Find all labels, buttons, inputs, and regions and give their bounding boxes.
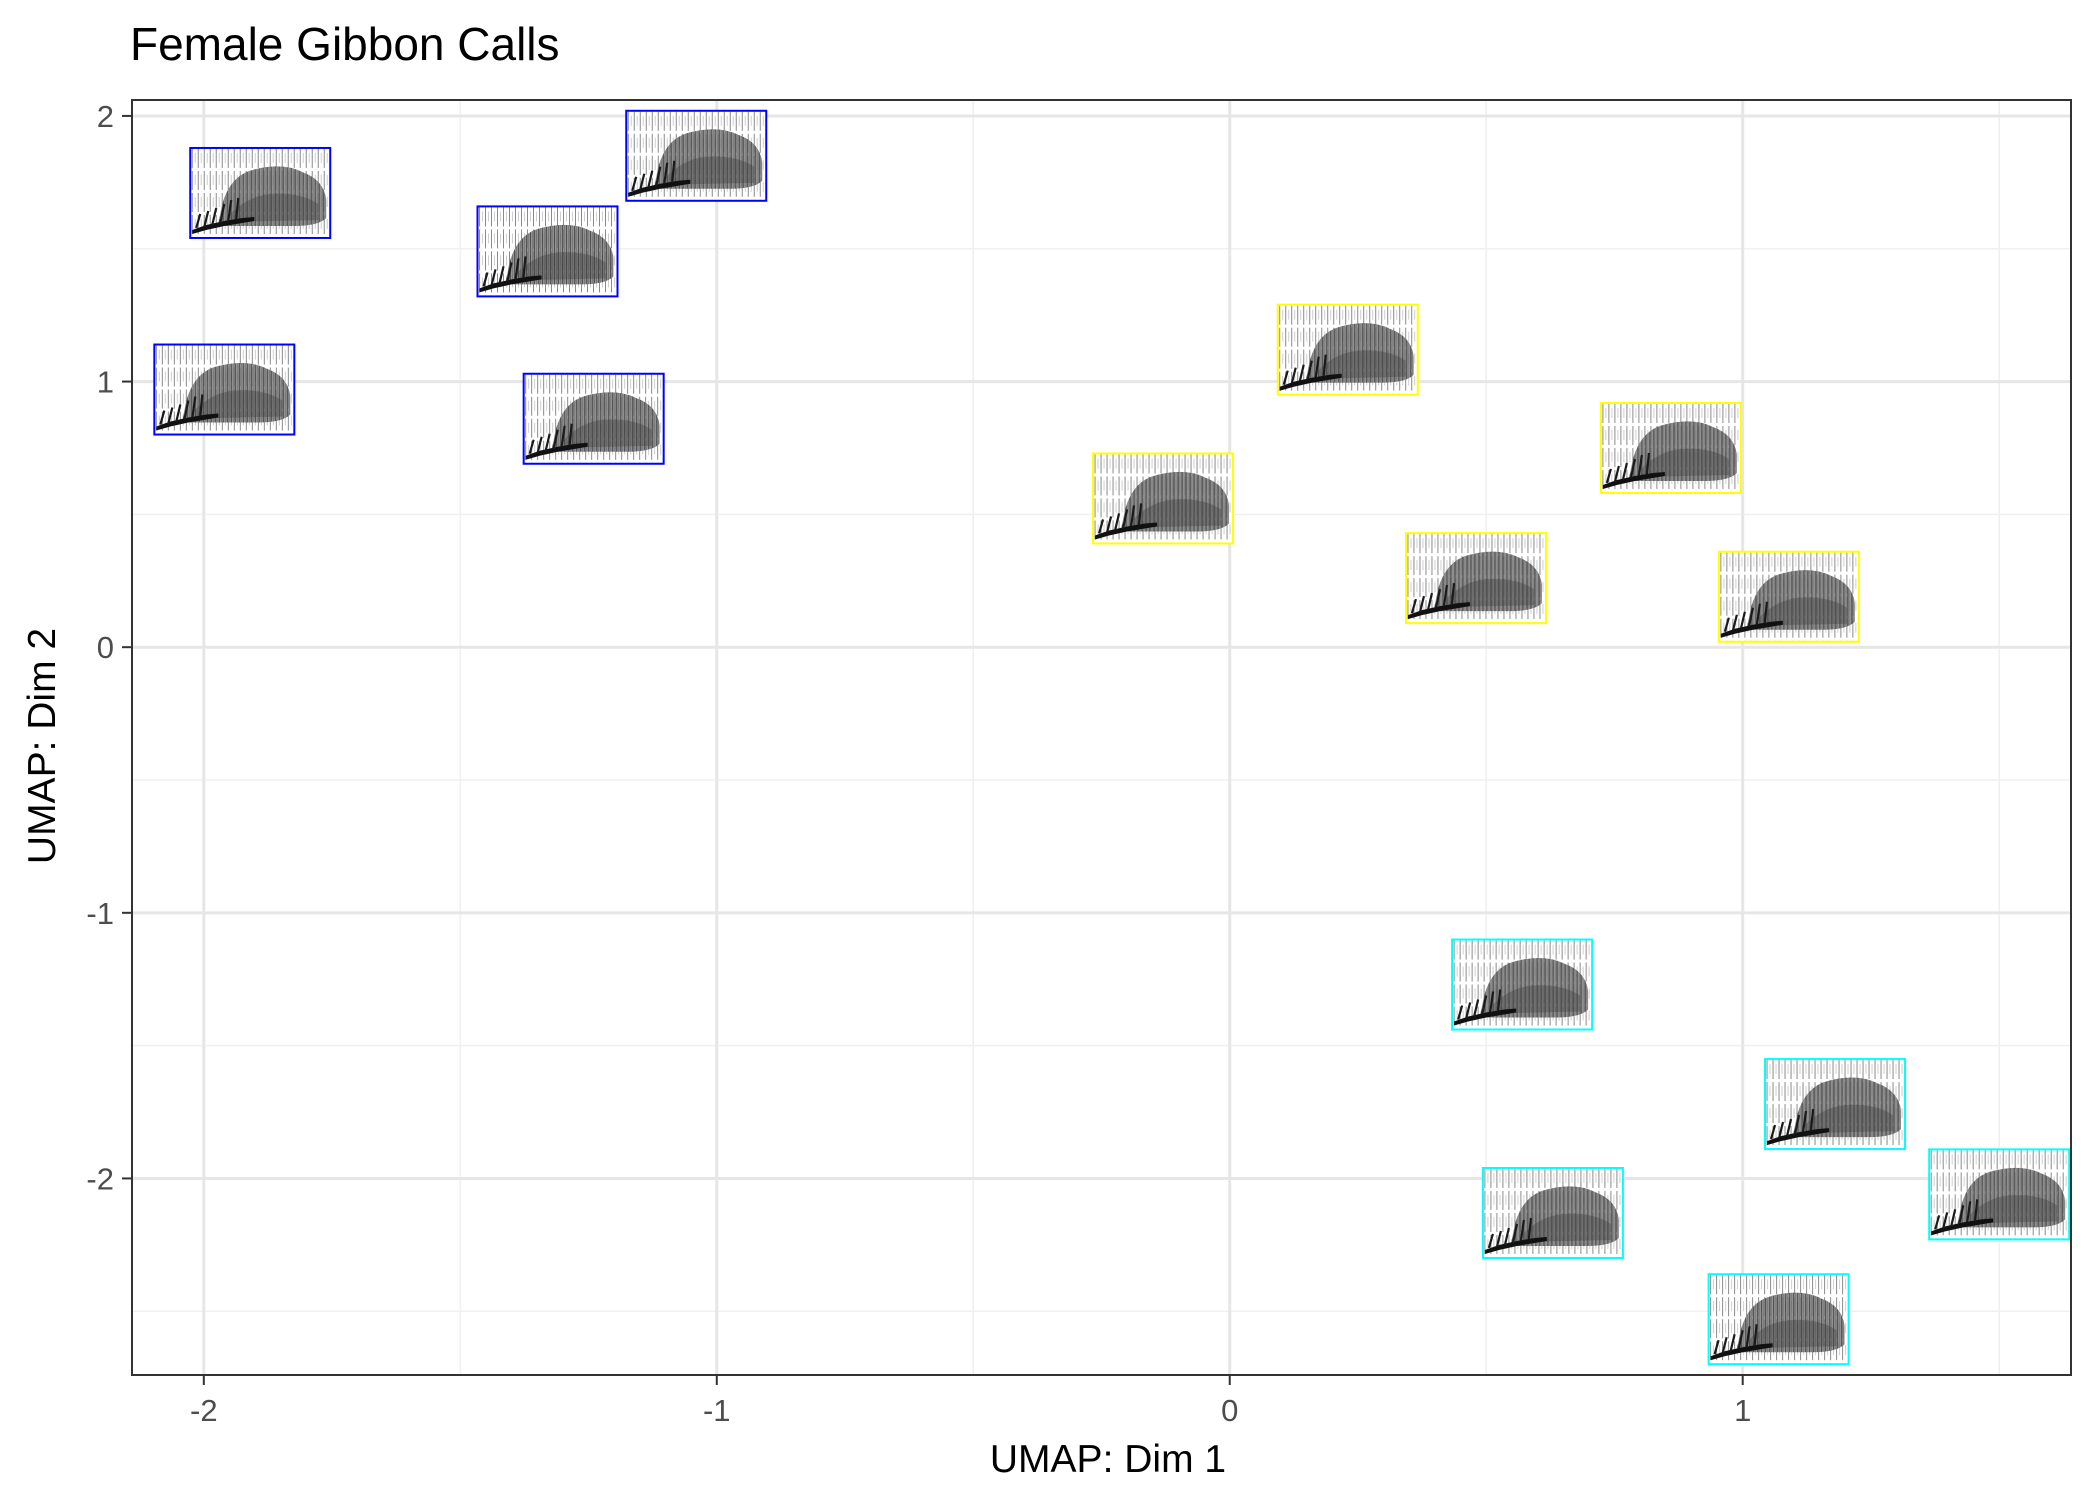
point-border [1707,1273,1850,1366]
spectrogram-thumbnail [1929,1149,2070,1240]
data-point-spectrogram [625,109,768,202]
y-tick-label: -1 [86,896,114,931]
point-border [1481,1166,1624,1259]
data-point-spectrogram [1451,938,1594,1031]
spectrogram-thumbnail [1093,453,1234,544]
data-point-spectrogram [1599,401,1742,494]
axes-layer: -2 -1 0 1 -2 -1 0 1 2 [86,99,2072,1428]
point-border [1928,1148,2071,1241]
spectrogram-thumbnail [1765,1059,1906,1150]
y-tick-label: -2 [86,1161,114,1196]
data-point-spectrogram [189,146,332,239]
data-point-spectrogram [1764,1058,1907,1151]
data-point-spectrogram [153,343,296,436]
spectrogram-thumbnail [1718,551,1859,642]
data-point-spectrogram [1707,1273,1850,1366]
point-border [1451,938,1594,1031]
data-point-spectrogram [1404,532,1547,625]
point-border [1092,452,1235,545]
point-border [1276,303,1419,396]
point-border [1404,532,1547,625]
point-border [1764,1058,1907,1151]
y-axis-label: UMAP: Dim 2 [21,628,64,864]
panel-border [131,99,2072,1376]
spectrogram-thumbnail [523,373,664,464]
spectrogram-thumbnail [1277,304,1418,395]
data-point-spectrogram [1276,303,1419,396]
point-border [522,372,665,465]
spectrogram-thumbnail [1600,402,1741,493]
data-point-spectrogram [1717,550,1860,643]
spectrogram-thumbnail [154,344,295,435]
x-tick-label: -1 [703,1393,731,1428]
spectrogram-thumbnail [190,147,331,238]
x-axis-label: UMAP: Dim 1 [990,1438,1226,1481]
spectrogram-thumbnail [1405,533,1546,624]
x-tick-label: -2 [190,1393,218,1428]
spectrogram-thumbnail [1482,1167,1623,1258]
data-point-spectrogram [1092,452,1235,545]
chart-title: Female Gibbon Calls [130,18,560,70]
spectrogram-thumbnail [1452,939,1593,1030]
point-border [1717,550,1860,643]
data-point-spectrogram [1481,1166,1624,1259]
x-tick-label: 0 [1221,1393,1238,1428]
point-border [476,205,619,298]
spectrogram-thumbnail [626,110,767,201]
data-point-spectrogram [1928,1148,2071,1241]
x-tick-label: 1 [1734,1393,1751,1428]
point-border [153,343,296,436]
data-point-spectrogram [476,205,619,298]
data-point-spectrogram [522,372,665,465]
spectrogram-thumbnail [1708,1274,1849,1365]
points-layer [153,109,2071,1366]
grid-layer [132,100,2071,1375]
spectrogram-thumbnail [477,206,618,297]
y-tick-label: 2 [97,99,114,134]
point-border [189,146,332,239]
point-border [1599,401,1742,494]
point-border [625,109,768,202]
y-tick-label: 1 [97,365,114,400]
y-tick-label: 0 [97,630,114,665]
